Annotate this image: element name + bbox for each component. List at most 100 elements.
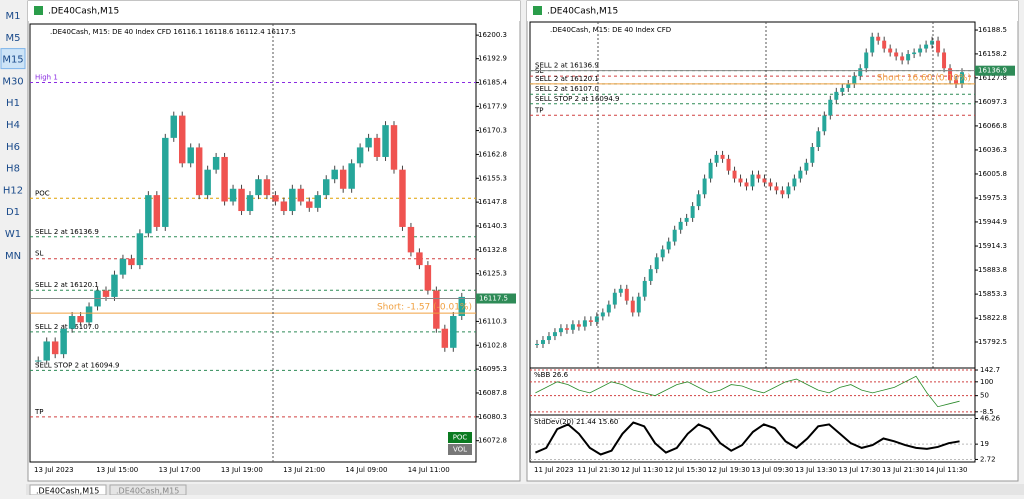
candle bbox=[618, 288, 623, 293]
indicator-area bbox=[529, 367, 976, 416]
window-title: .DE40Cash,M15 bbox=[547, 7, 618, 17]
tf-button[interactable]: H12 bbox=[3, 185, 23, 196]
candle bbox=[128, 258, 135, 266]
candle bbox=[828, 99, 833, 116]
candle bbox=[924, 44, 929, 49]
position-label: Short: 16.60 (0.10%) bbox=[877, 73, 971, 83]
tf-button[interactable]: M5 bbox=[6, 33, 21, 44]
candle bbox=[774, 186, 779, 191]
candle bbox=[726, 158, 731, 171]
x-tick-label: 14 Jul 09:00 bbox=[345, 466, 387, 474]
tf-button[interactable]: MN bbox=[5, 251, 21, 262]
candle bbox=[570, 324, 575, 330]
y-tick-label: 16036.3 bbox=[978, 146, 1007, 154]
price-label: 16117.5 bbox=[479, 295, 508, 303]
tf-button[interactable]: M30 bbox=[2, 76, 23, 87]
candle bbox=[834, 91, 839, 100]
panel-button[interactable] bbox=[448, 444, 472, 455]
candle bbox=[111, 274, 118, 297]
candle bbox=[648, 269, 653, 281]
panel-button-label: POC bbox=[453, 434, 468, 442]
candle bbox=[810, 147, 815, 163]
y-tick-label: 50 bbox=[980, 392, 989, 400]
tf-active bbox=[0, 48, 26, 70]
y-tick-label: 19 bbox=[980, 440, 989, 448]
chart-info: .DE40Cash, M15: DE 40 Index CFD bbox=[550, 26, 671, 34]
candle bbox=[582, 320, 587, 327]
candle bbox=[339, 169, 347, 189]
order-label: POC bbox=[35, 189, 50, 197]
panel-button-label: VOL bbox=[453, 446, 467, 454]
tf-button[interactable]: M1 bbox=[6, 11, 21, 22]
order-label: SELL STOP 2 at 16094.9 bbox=[35, 361, 119, 369]
candle bbox=[306, 201, 313, 208]
sidebar bbox=[0, 0, 26, 495]
candle bbox=[424, 265, 432, 291]
window-title: .DE40Cash,M15 bbox=[48, 7, 119, 17]
x-tick-label: 13 Jul 17:00 bbox=[159, 466, 201, 474]
candle bbox=[636, 296, 641, 313]
tf-button[interactable]: D1 bbox=[6, 207, 20, 218]
candle bbox=[450, 316, 457, 348]
x-tick-label: 12 Jul 15:30 bbox=[665, 466, 707, 474]
y-tick-label: 16155.3 bbox=[478, 174, 507, 182]
candle bbox=[672, 229, 677, 242]
candle bbox=[263, 179, 271, 196]
candle bbox=[762, 178, 767, 183]
x-tick-label: 12 Jul 19:30 bbox=[708, 466, 750, 474]
candle bbox=[238, 188, 245, 212]
tf-button[interactable]: H1 bbox=[6, 98, 20, 109]
tf-button[interactable]: M15 bbox=[2, 55, 23, 66]
candle bbox=[153, 195, 161, 227]
indicator-title: %BB 26.6 bbox=[534, 371, 569, 379]
y-tick-label: 16125.3 bbox=[478, 270, 507, 278]
indicator-line bbox=[535, 421, 960, 456]
candle bbox=[85, 306, 93, 323]
tf-button[interactable]: H8 bbox=[6, 164, 20, 175]
y-tick-label: 16177.9 bbox=[478, 102, 507, 110]
y-tick-label: 16162.8 bbox=[478, 150, 507, 158]
chart-area bbox=[29, 23, 477, 463]
candle bbox=[654, 257, 659, 270]
candle bbox=[399, 169, 406, 227]
tf-button[interactable]: W1 bbox=[5, 229, 21, 240]
y-tick-label: 16087.8 bbox=[478, 389, 507, 397]
y-tick-label: 16188.5 bbox=[978, 26, 1007, 34]
candle bbox=[900, 56, 905, 61]
candle bbox=[708, 162, 713, 179]
candle bbox=[732, 170, 737, 179]
candle bbox=[416, 252, 423, 266]
candle bbox=[936, 40, 941, 53]
candle bbox=[51, 341, 59, 355]
candle bbox=[756, 174, 761, 179]
candle bbox=[930, 40, 935, 45]
order-label: High 1 bbox=[35, 74, 58, 82]
y-tick-label: 15883.8 bbox=[978, 266, 1007, 274]
candle bbox=[870, 36, 875, 53]
candle bbox=[912, 52, 917, 55]
candle bbox=[60, 328, 67, 355]
candle bbox=[864, 52, 869, 69]
candle bbox=[630, 300, 635, 313]
candle bbox=[229, 188, 237, 202]
candle bbox=[780, 190, 785, 195]
candle bbox=[888, 48, 893, 53]
candle bbox=[696, 194, 701, 207]
panel-button[interactable] bbox=[448, 432, 472, 443]
candle bbox=[594, 316, 599, 322]
candle bbox=[564, 328, 569, 330]
candle bbox=[535, 343, 539, 345]
candle bbox=[714, 154, 719, 163]
title-bar bbox=[527, 1, 1018, 21]
chart-area bbox=[529, 21, 976, 369]
candle bbox=[846, 83, 851, 88]
candle bbox=[816, 131, 821, 148]
indicator-title: StdDev(20) 21.44 15.60 bbox=[534, 418, 618, 426]
tf-button[interactable]: H4 bbox=[6, 120, 20, 131]
candle bbox=[804, 162, 809, 171]
candle bbox=[289, 188, 296, 212]
order-label: TP bbox=[534, 106, 544, 114]
tf-button[interactable]: H6 bbox=[6, 142, 20, 153]
candle bbox=[407, 226, 415, 253]
candle bbox=[894, 52, 899, 57]
